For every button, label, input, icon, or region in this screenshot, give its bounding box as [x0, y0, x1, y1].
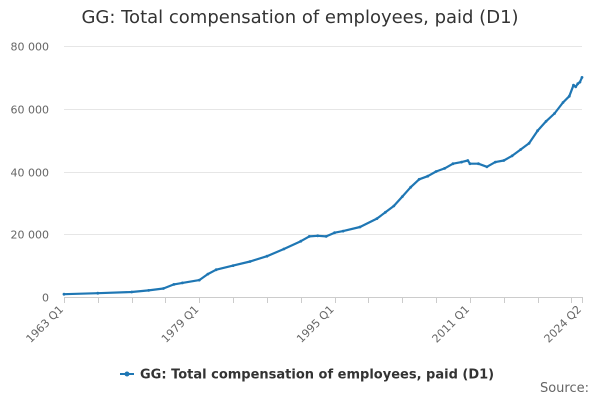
data-point [299, 239, 303, 243]
data-point [527, 141, 531, 145]
x-tick-label: 2024 Q2 [542, 303, 585, 346]
data-point [493, 160, 497, 164]
data-point [248, 260, 252, 263]
x-tick-label: 1995 Q1 [294, 303, 337, 346]
data-point [341, 229, 345, 233]
data-point [468, 162, 472, 166]
data-point [181, 281, 184, 285]
y-tick-label: 60 000 [11, 104, 50, 117]
grid [64, 46, 582, 298]
data-point [580, 76, 584, 79]
legend-label: GG: Total compensation of employees, pai… [140, 368, 494, 383]
data-point [307, 235, 311, 238]
data-point [578, 80, 582, 84]
data-point [576, 82, 580, 86]
data-point [172, 283, 176, 286]
x-tick-label: 1979 Q1 [159, 303, 202, 346]
data-point [206, 272, 210, 276]
data-point [231, 264, 235, 267]
data-point [197, 278, 201, 282]
data-point [485, 165, 489, 169]
chart-title: GG: Total compensation of employees, pai… [81, 7, 519, 28]
data-point [572, 83, 575, 87]
data-point [502, 159, 506, 162]
data-point [417, 177, 421, 181]
data-point [544, 119, 548, 123]
source-label: Source: [539, 381, 589, 396]
data-point [333, 231, 336, 235]
data-point [510, 154, 514, 158]
data-point [282, 247, 286, 251]
data-point [553, 112, 556, 115]
data-point [477, 162, 480, 166]
data-point [358, 225, 362, 229]
x-tick-label: 1963 Q1 [24, 303, 67, 346]
legend-marker [124, 371, 130, 377]
data-point [519, 148, 523, 151]
data-point [460, 160, 463, 164]
y-tick-label: 80 000 [11, 41, 50, 54]
data-point [451, 162, 455, 166]
data-point [536, 129, 539, 133]
y-tick-label: 20 000 [11, 229, 50, 242]
data-point [96, 291, 100, 295]
data-point [324, 235, 328, 238]
legend[interactable]: GG: Total compensation of employees, pai… [120, 368, 494, 383]
data-point [316, 234, 320, 238]
data-point [214, 268, 218, 272]
data-point [265, 254, 269, 258]
data-point [147, 289, 151, 292]
data-point [62, 292, 66, 296]
x-tick-label: 2011 Q1 [430, 303, 473, 346]
data-point [466, 159, 470, 162]
data-point [162, 287, 165, 290]
data-point [561, 101, 565, 104]
y-tick-label: 40 000 [11, 167, 50, 180]
data-point [574, 85, 578, 89]
data-point [426, 174, 430, 178]
data-point [443, 167, 446, 170]
data-point [392, 204, 396, 208]
data-point [384, 210, 387, 214]
data-point [567, 94, 571, 98]
data-point [409, 185, 413, 189]
y-tick-label: 0 [42, 292, 49, 305]
data-point [400, 195, 404, 199]
data-point [434, 170, 438, 173]
data-point [130, 290, 134, 294]
series [62, 76, 584, 296]
axes: 0 20 000 40 000 60 000 80 000 1963 Q1 1979 Q1 1… [11, 41, 585, 346]
data-point [375, 217, 379, 221]
